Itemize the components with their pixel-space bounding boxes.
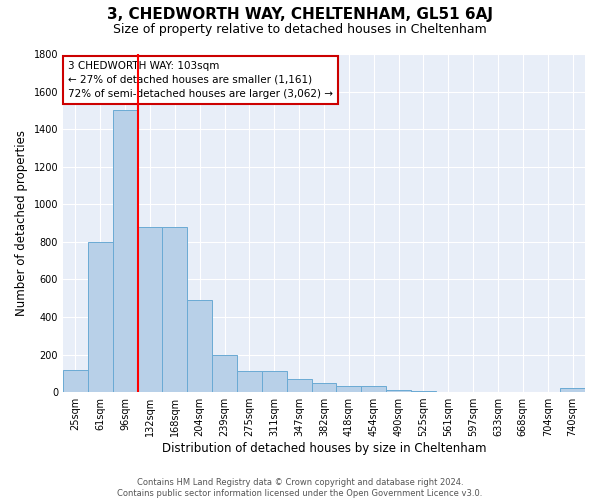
Bar	[337, 386, 361, 392]
Bar	[311, 382, 337, 392]
X-axis label: Distribution of detached houses by size in Cheltenham: Distribution of detached houses by size …	[162, 442, 486, 455]
Bar	[113, 110, 137, 392]
Bar	[187, 300, 212, 392]
Text: 3 CHEDWORTH WAY: 103sqm
← 27% of detached houses are smaller (1,161)
72% of semi: 3 CHEDWORTH WAY: 103sqm ← 27% of detache…	[68, 61, 333, 99]
Bar	[88, 242, 113, 392]
Bar	[411, 390, 436, 392]
Bar	[386, 390, 411, 392]
Bar	[262, 372, 287, 392]
Text: Size of property relative to detached houses in Cheltenham: Size of property relative to detached ho…	[113, 22, 487, 36]
Bar	[361, 386, 386, 392]
Bar	[63, 370, 88, 392]
Y-axis label: Number of detached properties: Number of detached properties	[15, 130, 28, 316]
Bar	[237, 372, 262, 392]
Bar	[163, 227, 187, 392]
Bar	[287, 379, 311, 392]
Text: 3, CHEDWORTH WAY, CHELTENHAM, GL51 6AJ: 3, CHEDWORTH WAY, CHELTENHAM, GL51 6AJ	[107, 8, 493, 22]
Bar	[560, 388, 585, 392]
Bar	[212, 354, 237, 392]
Bar	[137, 227, 163, 392]
Text: Contains HM Land Registry data © Crown copyright and database right 2024.
Contai: Contains HM Land Registry data © Crown c…	[118, 478, 482, 498]
